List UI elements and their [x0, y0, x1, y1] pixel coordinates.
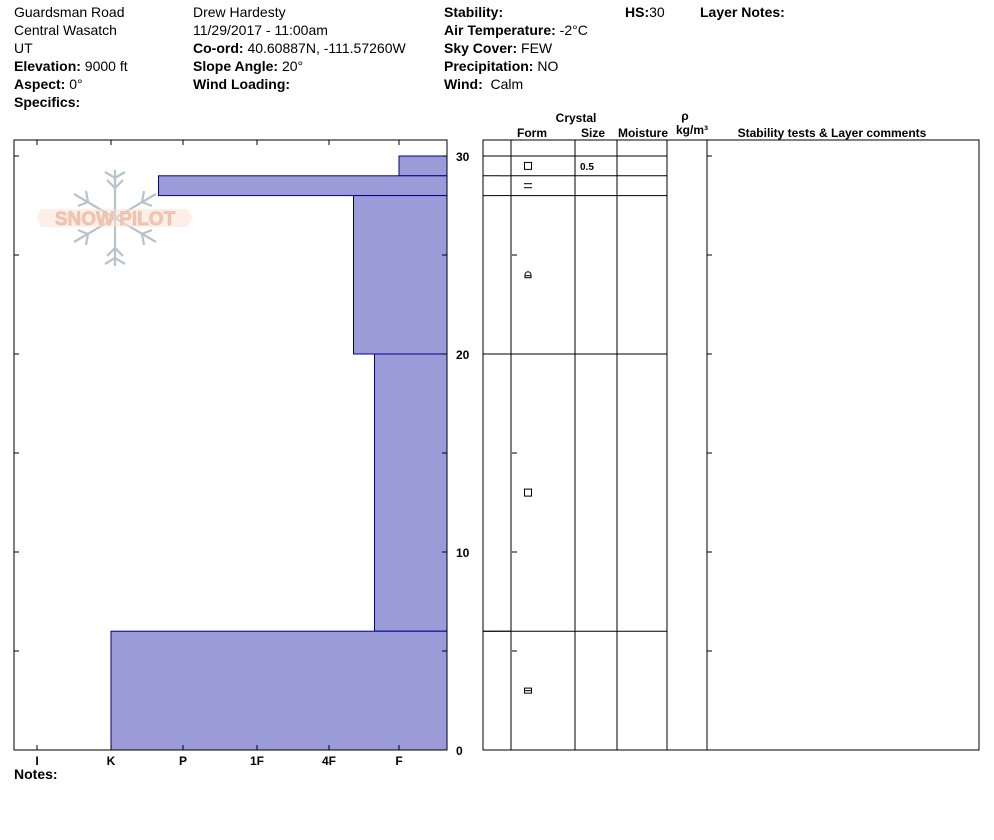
elevation: Elevation: 9000 ft [14, 57, 128, 75]
precip-label: Precipitation: [444, 58, 534, 74]
table-ticks [512, 155, 712, 751]
snow-height: HS:30 [625, 3, 665, 21]
hardness-label-P: P [179, 754, 187, 768]
hardness-label-F: F [395, 754, 402, 768]
layer-notes-label: Layer Notes: [700, 4, 785, 20]
rounding-facets-icon [524, 271, 532, 279]
facets-icon [524, 488, 532, 497]
header-size: Size [581, 126, 605, 140]
depth-label-10: 10 [456, 546, 470, 560]
hardness-axis: I K P 1F 4F F [35, 745, 403, 768]
elevation-label: Elevation: [14, 58, 81, 74]
wind-value: Calm [490, 76, 524, 92]
wind-loading-label: Wind Loading: [193, 76, 291, 92]
range-name: Central Wasatch [14, 22, 117, 38]
hs-label: HS: [625, 4, 650, 20]
faceted-rounds-icon [524, 687, 532, 694]
coord-value: 40.60887N, -111.57260W [247, 40, 406, 56]
hs-value: 30 [649, 4, 665, 20]
hardness-layers [110, 155, 448, 751]
layer-bar-4 [110, 630, 448, 751]
layer-bar-0 [398, 155, 448, 177]
depth-label-30: 30 [456, 150, 470, 164]
notes-label: Notes: [14, 766, 58, 782]
sky-cover: Sky Cover: FEW [444, 39, 552, 57]
crystal-size-0: 0.5 [580, 162, 594, 173]
specifics-label: Specifics: [14, 94, 81, 110]
table-column-lines [510, 140, 708, 750]
wind: Wind: Calm [444, 75, 523, 93]
grain-form-symbols: 0.5 [524, 161, 594, 694]
slope-value: 20° [281, 58, 304, 74]
facets-icon [524, 161, 532, 170]
profile-frame [13, 139, 448, 751]
sky-label: Sky Cover: [444, 40, 518, 56]
precip-value: NO [537, 58, 559, 74]
slope-angle: Slope Angle: 20° [193, 57, 303, 75]
logo-text: SNOW PILOT [55, 209, 176, 230]
hardness-label-K: K [107, 754, 116, 768]
stability-label: Stability: [444, 4, 504, 20]
state-name: UT [14, 40, 33, 56]
depth-axis: 0 10 20 30 [456, 150, 470, 758]
header-moisture: Moisture [618, 126, 668, 140]
header-form: Form [517, 126, 547, 140]
air-temperature: Air Temperature: -2°C [444, 21, 588, 39]
header-stability-comments: Stability tests & Layer comments [738, 126, 927, 140]
depth-label-20: 20 [456, 348, 470, 362]
wind-label: Wind: [444, 76, 483, 92]
precipitation: Precipitation: NO [444, 57, 558, 75]
layer-table-frame [482, 139, 980, 751]
aspect-value: 0° [69, 76, 83, 92]
header-crystal: Crystal [556, 111, 597, 125]
air-temp-value: -2°C [559, 22, 588, 38]
coordinates: Co-ord: 40.60887N, -111.57260W [193, 39, 406, 57]
observer-name: Drew Hardesty [193, 4, 286, 20]
header-density: kg/m³ [676, 123, 708, 137]
slope-label: Slope Angle: [193, 58, 279, 74]
hardness-label-4F: 4F [322, 754, 336, 768]
hardness-label-I: I [35, 754, 38, 768]
observation-datetime: 11/29/2017 - 11:00am [193, 22, 328, 38]
elevation-value: 9000 ft [84, 58, 128, 74]
aspect-label: Aspect: [14, 76, 66, 92]
sky-value: FEW [521, 40, 553, 56]
depth-label-0: 0 [456, 744, 463, 758]
air-temp-label: Air Temperature: [444, 22, 556, 38]
snowpilot-logo: SNOW PILOT [37, 170, 193, 266]
coord-label: Co-ord: [193, 40, 244, 56]
layer-bar-3 [374, 353, 448, 632]
header-rho: ρ [681, 109, 688, 123]
layer-bar-2 [353, 195, 448, 355]
hardness-label-1F: 1F [250, 754, 264, 768]
aspect: Aspect: 0° [14, 75, 83, 93]
layer-bar-1 [158, 175, 448, 197]
profile-ticks [14, 140, 447, 751]
location-name: Guardsman Road [14, 4, 125, 20]
